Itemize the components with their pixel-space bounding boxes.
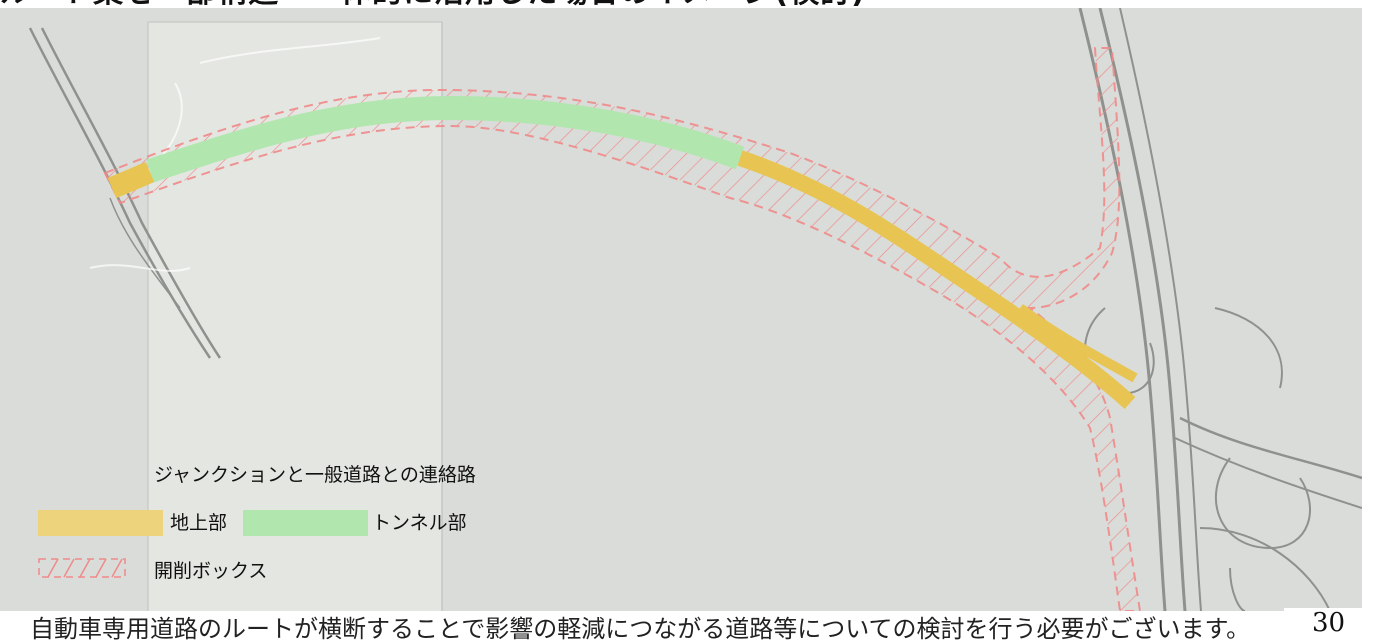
legend-swatch-cut-box [38,557,128,581]
legend-label-surface: 地上部 [170,508,227,535]
surface-section-left [112,172,150,188]
page-number: 30 [1284,608,1373,628]
legend-swatch-surface [38,510,163,536]
legend-heading: ジャンクションと一般道路との連絡路 [154,460,476,487]
legend-swatch-tunnel [243,510,368,536]
footer-note: 自動車専用道路のルートが横断することで影響の軽減につながる道路等についての検討を… [30,609,1250,644]
legend-label-tunnel: トンネル部 [372,508,467,535]
legend-label-cut-box: 開削ボックス [154,556,267,583]
page-title: ルート案を一部構造・一体的に活用した場合のイメージ(検討) [0,0,866,8]
